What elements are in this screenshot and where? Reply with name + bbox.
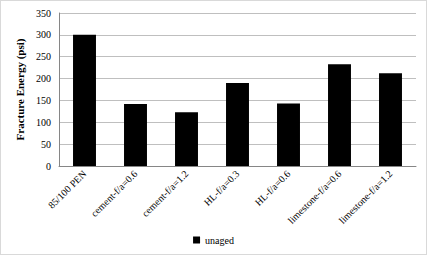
svg-text:limestone-f/a=0.6: limestone-f/a=0.6: [286, 168, 344, 226]
svg-text:350: 350: [36, 8, 51, 19]
svg-text:HL-f/a=0.3: HL-f/a=0.3: [202, 168, 242, 208]
svg-text:100: 100: [36, 117, 51, 128]
svg-text:cement-f/a=0.6: cement-f/a=0.6: [89, 168, 140, 219]
svg-text:limestone-f/a=1.2: limestone-f/a=1.2: [337, 168, 395, 226]
svg-text:50: 50: [41, 139, 51, 150]
svg-text:150: 150: [36, 95, 51, 106]
svg-text:300: 300: [36, 29, 51, 40]
svg-text:250: 250: [36, 51, 51, 62]
svg-text:200: 200: [36, 73, 51, 84]
svg-text:unaged: unaged: [205, 235, 234, 246]
svg-text:0: 0: [46, 161, 51, 172]
svg-text:85/100 PEN: 85/100 PEN: [46, 168, 88, 210]
svg-text:HL-f/a=0.6: HL-f/a=0.6: [253, 168, 293, 208]
svg-text:Fracture Energy (psi): Fracture Energy (psi): [14, 38, 27, 140]
svg-text:cement-f/a=1.2: cement-f/a=1.2: [140, 168, 191, 219]
